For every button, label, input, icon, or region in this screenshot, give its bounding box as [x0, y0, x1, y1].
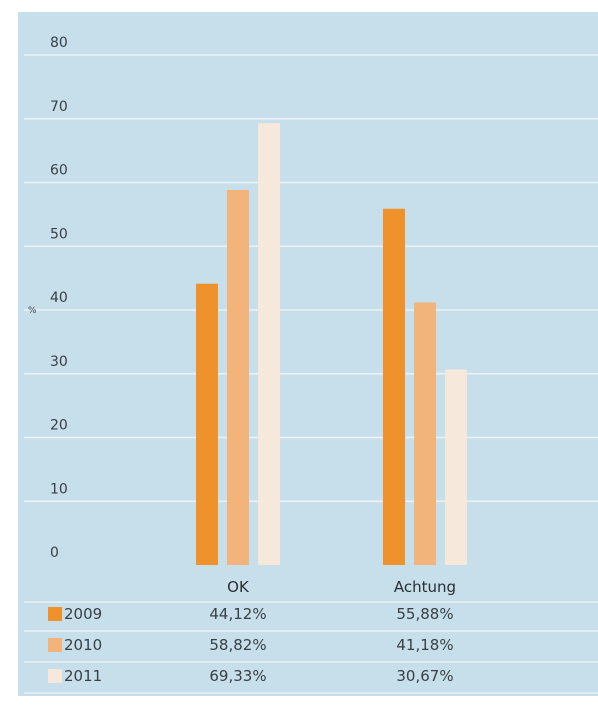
data-label: 41,18% [396, 636, 453, 654]
legend-label: 2011 [64, 667, 102, 685]
bar-2009-achtung [383, 208, 405, 565]
y-axis: % 0 10 20 30 40 50 60 70 80 [28, 35, 68, 561]
bar-2009-ok [196, 283, 218, 565]
y-tick-label: 60 [50, 163, 68, 179]
legend-swatch-2010 [48, 638, 62, 652]
gridlines [24, 54, 598, 502]
legend-label: 2009 [64, 605, 102, 623]
bar-2010-ok [227, 190, 249, 565]
y-tick-label: 40 [50, 290, 68, 306]
chart-background-panel [18, 12, 598, 696]
y-tick-label: 50 [50, 226, 68, 242]
data-label: 55,88% [396, 605, 453, 623]
y-tick-label: 0 [50, 545, 59, 561]
bar-2011-achtung [445, 369, 467, 565]
legend-table: 2009 44,12% 55,88% 2010 58,82% 41,18% 2011 69,3… [24, 601, 598, 694]
data-label: 69,33% [209, 667, 266, 685]
y-tick-label: 30 [50, 354, 68, 370]
data-label: 30,67% [396, 667, 453, 685]
y-tick-label: 70 [50, 99, 68, 115]
legend-swatch-2009 [48, 607, 62, 621]
legend-label: 2010 [64, 636, 102, 654]
category-label: Achtung [394, 578, 456, 596]
data-label: 58,82% [209, 636, 266, 654]
legend-swatch-2011 [48, 669, 62, 683]
y-tick-label: 80 [50, 35, 68, 51]
y-axis-label: % [28, 306, 37, 316]
y-tick-label: 20 [50, 418, 68, 434]
bar-2010-achtung [414, 302, 436, 565]
bar-2011-ok [258, 123, 280, 566]
data-label: 44,12% [209, 605, 266, 623]
category-label: OK [227, 578, 250, 596]
bars [196, 123, 467, 566]
y-tick-label: 10 [50, 481, 68, 497]
category-labels: OK Achtung [227, 578, 456, 596]
